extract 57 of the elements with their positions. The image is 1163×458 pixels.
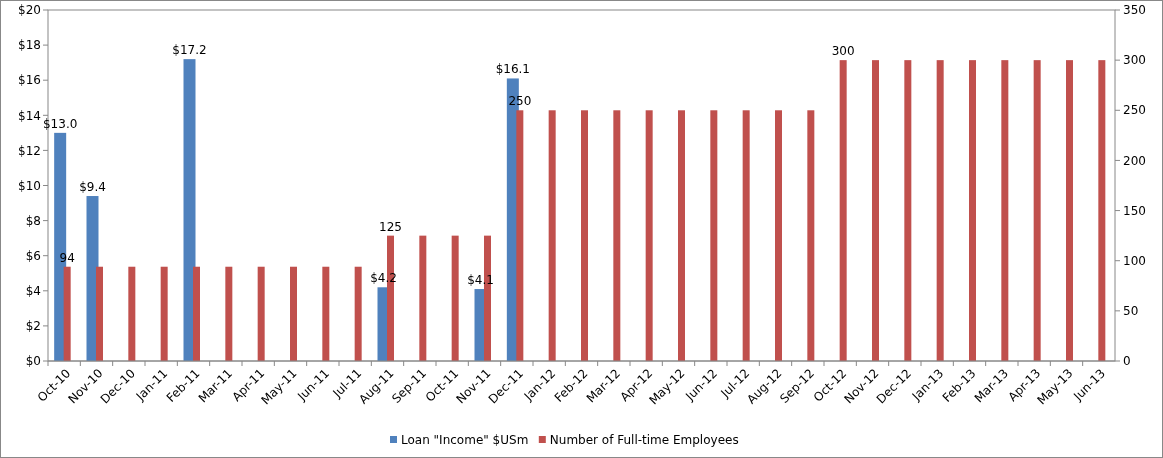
bar [581,110,588,361]
legend-label: Number of Full-time Employees [549,433,739,447]
bar [354,266,362,361]
bar [193,266,200,361]
y-tick-label: $18 [18,38,41,53]
y-tick-label: $2 [25,319,41,334]
y2-tick-label: 250 [1123,103,1146,118]
bar [160,266,168,361]
bar [257,266,265,361]
bar [1001,60,1009,361]
bar [775,110,782,361]
bar [613,110,621,361]
bar [742,110,750,361]
bar [96,266,103,361]
bar [936,60,944,361]
y-tick-label: $16 [18,73,41,88]
y2-tick-label: 0 [1123,354,1131,369]
bar [548,110,556,361]
bar [419,235,427,361]
data-label: $13.0 [42,116,78,131]
data-label: $9.4 [79,180,106,195]
y2-tick-label: 300 [1123,53,1146,68]
y-tick-label: $6 [25,248,41,263]
y2-tick-label: 200 [1123,153,1146,168]
bar [1098,60,1106,361]
bar [969,60,976,361]
y-tick-label: $4 [25,284,41,298]
data-label: $17.2 [172,43,207,58]
y-tick-label: $8 [25,213,41,228]
bar [678,110,685,361]
legend-label: Loan "Income" $USm [401,433,529,447]
y-tick-label: $20 [18,3,41,18]
y2-tick-label: 150 [1123,203,1146,218]
bar [225,266,233,361]
y2-tick-label: 100 [1123,253,1146,268]
bar [872,60,879,361]
bar [290,266,297,361]
y-tick-label: $0 [25,354,41,369]
bar [807,110,815,361]
y2-tick-label: 350 [1123,3,1146,18]
data-label: $16.1 [495,62,531,77]
bar [839,60,847,361]
y-tick-label: $12 [18,143,41,158]
y2-tick-label: 50 [1123,304,1139,319]
data-label: 300 [831,44,855,59]
bar [710,110,718,361]
bar [1066,60,1073,361]
bar [183,59,196,361]
y-tick-label: $10 [18,178,41,193]
bar [1033,60,1041,361]
bar [645,110,653,361]
bar [322,266,330,361]
y-tick-label: $14 [18,108,41,123]
bar [451,235,459,361]
bar [128,266,136,361]
data-label: 125 [379,219,402,234]
bar [904,60,912,361]
